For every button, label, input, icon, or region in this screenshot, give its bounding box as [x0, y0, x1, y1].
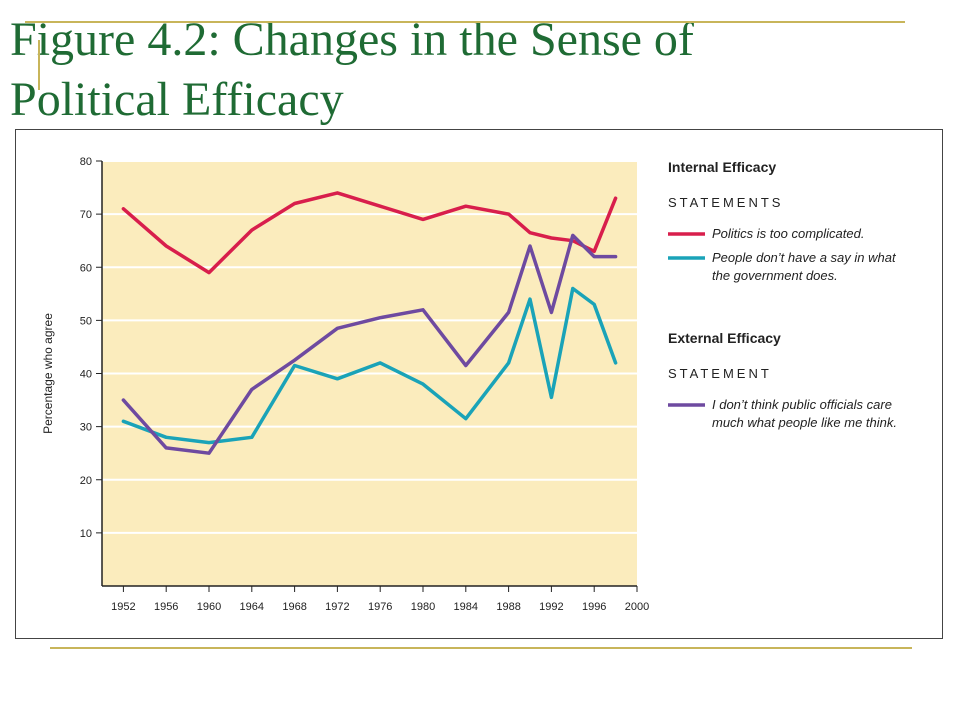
- legend-label-3-line-1: I don’t think public officials care: [712, 397, 892, 412]
- x-tick-label-1952: 1952: [111, 601, 135, 613]
- y-tick-label-70: 70: [80, 209, 92, 221]
- footer-rule: [50, 647, 912, 649]
- y-tick-label-20: 20: [80, 475, 92, 487]
- series-line-1: [121, 191, 618, 275]
- title-top-rule: [25, 21, 905, 23]
- x-tick-label-1956: 1956: [154, 601, 178, 613]
- y-tick-label-60: 60: [80, 262, 92, 274]
- y-tick-label-50: 50: [80, 315, 92, 327]
- legend-heading-2: External Efficacy: [668, 330, 781, 346]
- x-tick-label-1972: 1972: [325, 601, 349, 613]
- legend-label-2-line-1: People don’t have a say in what: [712, 250, 897, 265]
- legend-heading-1: Internal Efficacy: [668, 159, 776, 175]
- x-tick-label-1968: 1968: [282, 601, 306, 613]
- legend-subheading-1: STATEMENTS: [668, 195, 783, 210]
- series-line-3: [121, 233, 618, 455]
- chart-frame: 10 20 30 40 50 60 70 80 1952 1956 1960 1964 1968 1972…: [15, 129, 943, 639]
- x-tick-label-1960: 1960: [197, 601, 221, 613]
- slide-title: Figure 4.2: Changes in the Sense of Poli…: [10, 10, 910, 130]
- y-tick-label-80: 80: [80, 156, 92, 168]
- x-tick-label-1976: 1976: [368, 601, 392, 613]
- legend-label-1-line-1: Politics is too complicated.: [712, 226, 864, 241]
- y-tick-label-30: 30: [80, 422, 92, 434]
- x-tick-label-1996: 1996: [582, 601, 606, 613]
- legend-label-2-line-2: the government does.: [712, 268, 838, 283]
- series-line-2: [121, 286, 618, 445]
- x-tick-label-1984: 1984: [454, 601, 478, 613]
- y-tick-label-10: 10: [80, 528, 92, 540]
- x-tick-label-1980: 1980: [411, 601, 435, 613]
- y-tick-label-40: 40: [80, 369, 92, 381]
- x-tick-label-1988: 1988: [496, 601, 520, 613]
- x-tick-label-2000: 2000: [625, 601, 649, 613]
- slide-title-line-2: Political Efficacy: [10, 73, 344, 126]
- legend-label-3-line-2: much what people like me think.: [712, 415, 897, 430]
- title-left-rule: [38, 40, 40, 90]
- efficacy-line-chart: 10 20 30 40 50 60 70 80 1952 1956 1960 1964 1968 1972…: [41, 156, 897, 613]
- y-axis-title: Percentage who agree: [41, 313, 55, 434]
- x-tick-label-1964: 1964: [240, 601, 264, 613]
- legend-subheading-2: STATEMENT: [668, 366, 772, 381]
- x-tick-label-1992: 1992: [539, 601, 563, 613]
